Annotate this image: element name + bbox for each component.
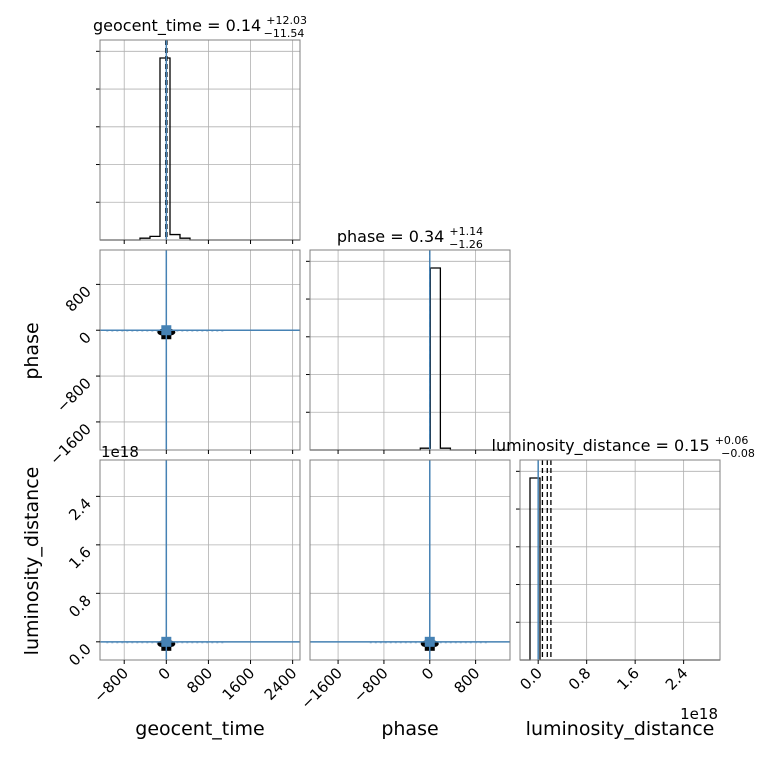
xlabel-luminosity-distance: luminosity_distance: [526, 718, 715, 740]
ytick-label-luminosity-distance: 0.8: [65, 591, 95, 621]
ytick-label-luminosity-distance: 0.0: [65, 640, 95, 670]
panel-background: [100, 40, 300, 240]
xtick-label-geocent-time: 2400: [261, 664, 301, 704]
ytick-label-phase: 800: [62, 282, 95, 315]
ytick-label-luminosity-distance: 2.4: [65, 494, 95, 524]
xtick-label-geocent-time: 1600: [219, 664, 259, 704]
panel-background: [310, 250, 510, 450]
panel-frame: [99, 39, 301, 241]
xtick-label-phase: 0: [418, 664, 437, 683]
panel-luminosity-distance-luminosity-distance: [516, 459, 721, 661]
title-phase-minus: −1.26: [449, 238, 483, 251]
ytick-label-phase: −800: [53, 374, 95, 416]
title-luminosity-distance: luminosity_distance = 0.15 +0.06: [492, 434, 749, 456]
xtick-label-luminosity-distance: 0.8: [565, 664, 595, 694]
panel-frame: [99, 459, 301, 661]
offset-y-luminosity-distance: 1e18: [101, 443, 139, 461]
panel-background: [100, 250, 300, 450]
title-geocent-time-minus: −11.54: [264, 27, 305, 40]
panel-geocent-time-phase: [99, 249, 301, 454]
xtick-label-geocent-time: 0: [155, 664, 174, 683]
xtick-label-geocent-time: −800: [90, 664, 132, 706]
ylabel-luminosity-distance: luminosity_distance: [21, 467, 43, 656]
truth-point: [161, 636, 172, 647]
xlabel-phase: phase: [381, 718, 438, 740]
xtick-label-phase: −800: [350, 664, 392, 706]
ytick-label-luminosity-distance: 1.6: [65, 543, 95, 573]
xtick-label-phase: 800: [450, 664, 483, 697]
offset-x-luminosity-distance: 1e18: [680, 705, 718, 723]
panels-layer: −800 0 800 1600 2400−1600 −800 0 800 0.0 0.8 1.6 2.…: [46, 39, 721, 713]
ytick-label-phase: −1600: [46, 420, 95, 469]
panel-frame: [309, 249, 511, 451]
xtick-label-geocent-time: 800: [183, 664, 216, 697]
panel-background: [310, 460, 510, 660]
panel-frame: [309, 459, 511, 661]
xtick-label-luminosity-distance: 0.0: [516, 664, 546, 694]
title-luminosity-distance-minus: −0.08: [721, 447, 755, 460]
panel-geocent-time-luminosity-distance: [99, 459, 301, 661]
truth-point: [424, 636, 435, 647]
panel-frame: [519, 459, 721, 661]
title-geocent-time: geocent_time = 0.14 +12.03: [93, 14, 307, 36]
ytick-label-phase: 0: [75, 328, 94, 347]
title-phase: phase = 0.34 +1.14: [337, 225, 483, 246]
xtick-label-luminosity-distance: 1.6: [613, 664, 643, 694]
xtick-label-luminosity-distance: 2.4: [662, 664, 692, 694]
ylabel-phase: phase: [21, 322, 43, 379]
panel-geocent-time-geocent-time: [96, 39, 301, 244]
truth-point: [161, 325, 172, 336]
xlabel-geocent-time: geocent_time: [135, 718, 264, 740]
panel-background: [100, 460, 300, 660]
xtick-label-phase: −1600: [297, 664, 346, 713]
panel-phase-phase: [306, 249, 511, 454]
panel-frame: [99, 249, 301, 451]
panel-background: [520, 460, 720, 660]
panel-phase-luminosity-distance: [309, 459, 511, 661]
